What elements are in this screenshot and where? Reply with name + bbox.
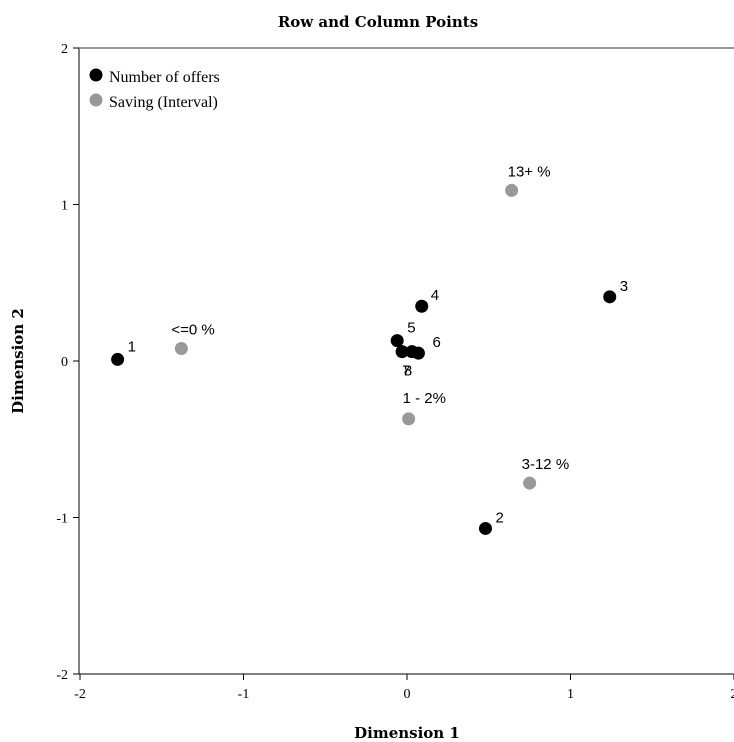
chart-title: Row and Column Points (278, 13, 478, 31)
x-tick-label: 0 (404, 687, 411, 702)
point-label: 5 (407, 320, 415, 337)
y-axis-title: Dimension 2 (9, 308, 27, 414)
point-label: 1 (128, 338, 136, 355)
point-label: 2 (495, 509, 503, 526)
legend-marker-number-of-offers (90, 69, 103, 82)
legend-marker-saving-interval (90, 94, 103, 107)
point-saving-interval (402, 412, 415, 425)
point-number-of-offers (405, 345, 418, 358)
x-tick-label: -1 (238, 687, 250, 702)
x-axis-title: Dimension 1 (354, 724, 460, 742)
point-saving-interval (523, 477, 536, 490)
point-label: 8 (404, 363, 412, 380)
point-number-of-offers (415, 300, 428, 313)
point-number-of-offers (479, 522, 492, 535)
point-label: 3-12 % (522, 456, 570, 473)
x-tick-label: 1 (567, 687, 574, 702)
y-tick-label: 0 (61, 355, 68, 370)
legend-label-saving-interval: Saving (Interval) (109, 94, 218, 111)
point-number-of-offers (603, 290, 616, 303)
y-tick-label: 1 (61, 199, 68, 214)
point-label: 13+ % (508, 163, 551, 180)
point-label: 4 (431, 287, 439, 304)
x-tick-label: -2 (74, 687, 86, 702)
point-saving-interval (505, 184, 518, 197)
y-tick-label: 2 (61, 42, 68, 57)
y-tick-label: -1 (56, 512, 68, 527)
point-label: 3 (620, 278, 628, 295)
data-points (111, 184, 616, 535)
axis-ticks: -2 -1 0 1 2 -2 -1 0 1 2 (56, 42, 734, 702)
legend-label-number-of-offers: Number of offers (109, 69, 220, 86)
point-saving-interval (175, 342, 188, 355)
point-label: <=0 % (171, 321, 214, 338)
point-number-of-offers (111, 353, 124, 366)
point-label: 6 (432, 334, 440, 351)
x-tick-label: 2 (731, 687, 734, 702)
legend: Number of offers Saving (Interval) (90, 69, 220, 112)
point-label: 1 - 2% (403, 390, 446, 407)
y-tick-label: -2 (56, 668, 68, 683)
